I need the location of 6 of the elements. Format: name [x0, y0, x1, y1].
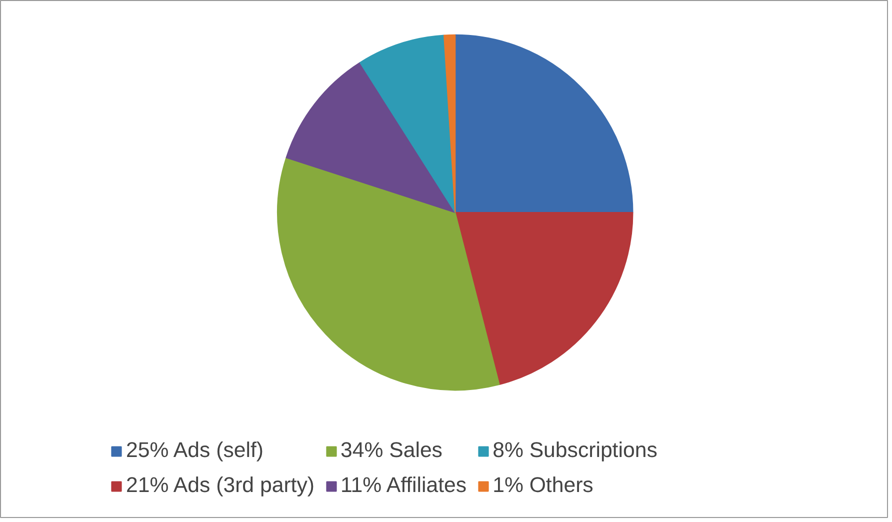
legend-label: 8% Subscriptions	[492, 438, 658, 463]
legend-label: 34% Sales	[340, 438, 442, 463]
legend-label: 25% Ads (self)	[126, 438, 264, 463]
legend-label: 1% Others	[492, 473, 594, 498]
legend-label: 21% Ads (3rd party)	[126, 473, 314, 498]
legend-label: 11% Affiliates	[340, 473, 467, 498]
